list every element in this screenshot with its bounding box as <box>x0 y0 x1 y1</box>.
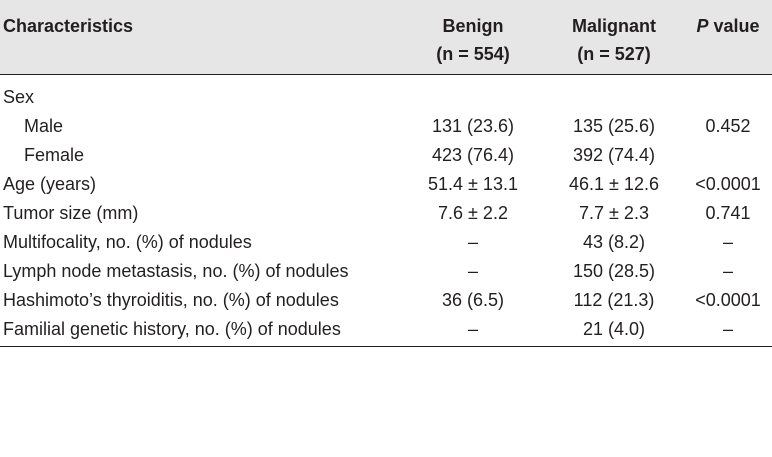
cell-p-value: – <box>684 315 772 347</box>
row-label: Multifocality, no. (%) of nodules <box>3 232 252 252</box>
header-p-letter: P <box>696 16 709 36</box>
cell-malignant: 150 (28.5) <box>572 261 656 281</box>
cell-benign: 7.6 ± 2.2 <box>438 203 508 223</box>
cell-benign: – <box>467 261 478 281</box>
cell-malignant: 392 (74.4) <box>572 145 656 165</box>
table-row-familial: Familial genetic history, no. (%) of nod… <box>0 315 772 347</box>
header-benign-count: (n = 554) <box>436 44 510 64</box>
cell-malignant: 135 (25.6) <box>572 116 656 136</box>
header-malignant: Malignant (n = 527) <box>544 0 684 75</box>
characteristics-table: Characteristics Benign (n = 554) Maligna… <box>0 0 772 347</box>
cell-malignant <box>544 75 684 113</box>
cell-p-value: <0.0001 <box>695 174 761 194</box>
cell-benign <box>402 75 544 113</box>
header-benign: Benign (n = 554) <box>402 0 544 75</box>
cell-p-value: <0.0001 <box>695 290 761 310</box>
table-row-hashimoto: Hashimoto’s thyroiditis, no. (%) of nodu… <box>0 286 772 315</box>
cell-malignant: 7.7 ± 2.3 <box>579 203 649 223</box>
row-label: Hashimoto’s thyroiditis, no. (%) of nodu… <box>3 290 339 310</box>
cell-p-value: 0.452 <box>705 116 751 136</box>
header-p-suffix: value <box>708 16 760 36</box>
table-row-male: Male 131 (23.6) 135 (25.6) 0.452 <box>0 112 772 141</box>
cell-malignant: 112 (21.3) <box>573 290 655 310</box>
cell-malignant: 21 (4.0) <box>544 315 684 347</box>
row-label: Familial genetic history, no. (%) of nod… <box>0 315 402 347</box>
row-label: Tumor size (mm) <box>3 203 139 223</box>
row-label: Female <box>24 145 85 165</box>
table-row-age: Age (years) 51.4 ± 13.1 46.1 ± 12.6 <0.0… <box>0 170 772 199</box>
cell-benign: 423 (76.4) <box>431 145 515 165</box>
header-malignant-label: Malignant <box>572 16 656 36</box>
header-malignant-count: (n = 527) <box>577 44 651 64</box>
header-benign-label: Benign <box>442 16 504 36</box>
table-header: Characteristics Benign (n = 554) Maligna… <box>0 0 772 75</box>
row-label: Age (years) <box>3 174 97 194</box>
cell-p-value: – <box>722 232 733 252</box>
cell-benign: 36 (6.5) <box>441 290 505 310</box>
table-row-lymph-node: Lymph node metastasis, no. (%) of nodule… <box>0 257 772 286</box>
cell-malignant: 43 (8.2) <box>582 232 646 252</box>
cell-p-value <box>684 75 772 113</box>
cell-benign: 131 (23.6) <box>431 116 515 136</box>
header-p-value: P value <box>684 0 772 75</box>
cell-p-value: – <box>722 261 733 281</box>
table-row-female: Female 423 (76.4) 392 (74.4) <box>0 141 772 170</box>
cell-p-value <box>684 141 772 170</box>
row-label: Sex <box>3 87 35 107</box>
header-row: Characteristics Benign (n = 554) Maligna… <box>0 0 772 75</box>
cell-benign: – <box>467 232 478 252</box>
header-characteristics: Characteristics <box>0 0 402 75</box>
row-label: Lymph node metastasis, no. (%) of nodule… <box>3 261 349 281</box>
cell-malignant: 46.1 ± 12.6 <box>569 174 659 194</box>
cell-p-value: 0.741 <box>705 203 751 223</box>
row-label: Male <box>24 116 64 136</box>
cell-benign: 51.4 ± 13.1 <box>428 174 518 194</box>
table-body: Sex Male 131 (23.6) 135 (25.6) 0.452 Fem… <box>0 75 772 347</box>
table-row-sex: Sex <box>0 75 772 113</box>
cell-benign: – <box>402 315 544 347</box>
table-row-multifocality: Multifocality, no. (%) of nodules – 43 (… <box>0 228 772 257</box>
table-row-tumor-size: Tumor size (mm) 7.6 ± 2.2 7.7 ± 2.3 0.74… <box>0 199 772 228</box>
